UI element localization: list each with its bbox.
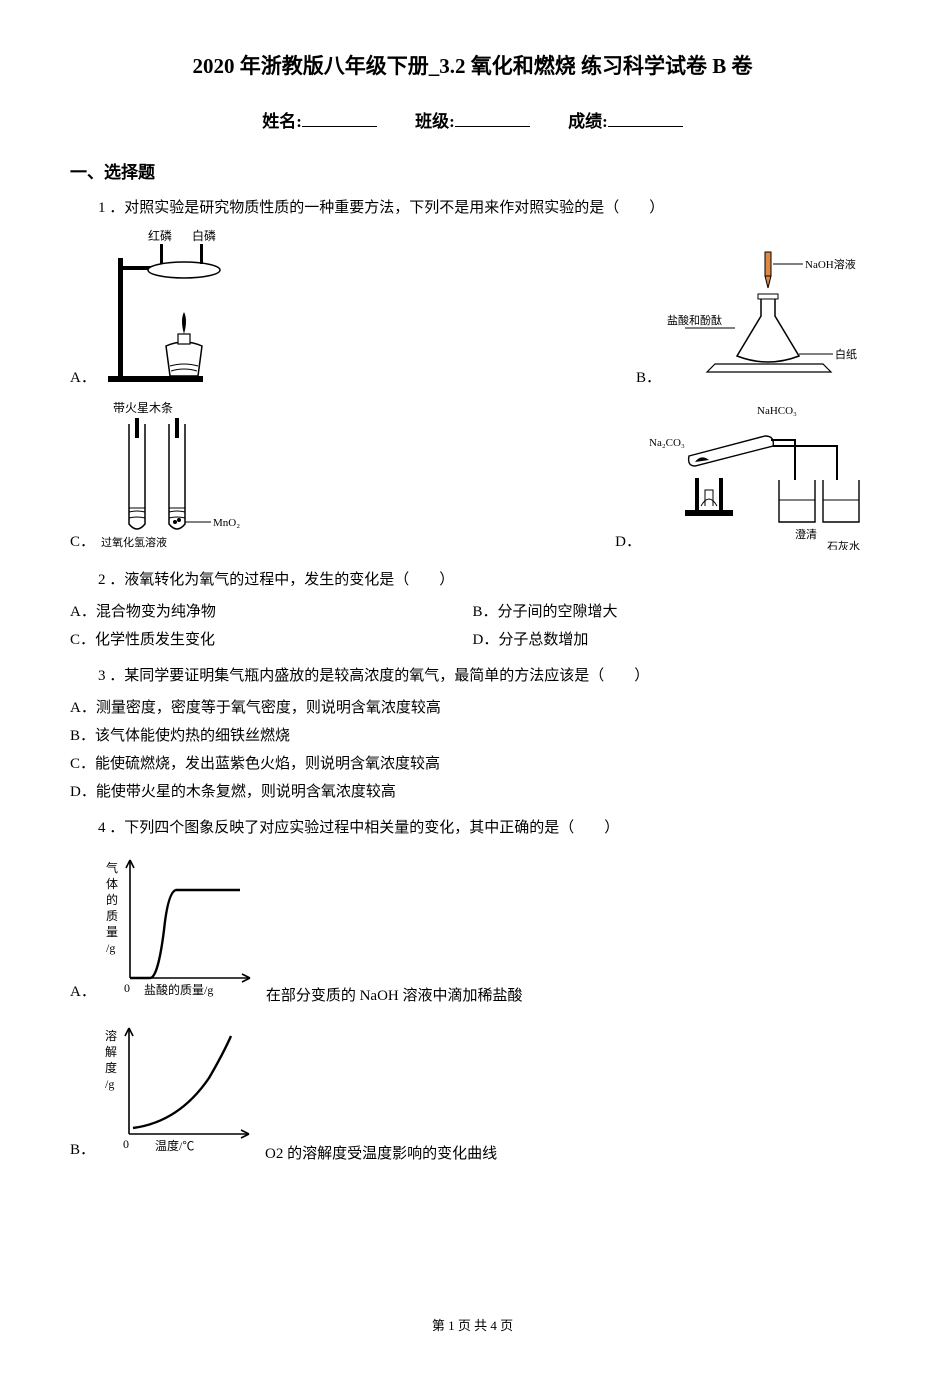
svg-text:气: 气 xyxy=(106,860,118,875)
q1c-bottom: 过氧化氢溶液 xyxy=(101,535,167,549)
class-blank xyxy=(455,108,530,127)
name-label: 姓名: xyxy=(262,112,302,131)
q2-optC: C．化学性质发生变化 xyxy=(70,626,473,654)
q1-optA-label: A． xyxy=(70,366,96,394)
q1-optB-label: B． xyxy=(636,366,661,394)
q1d-tr: NaHCO₃ xyxy=(757,405,797,417)
q3-optC: C．能使硫燃烧，发出蓝紫色火焰，则说明含氧浓度较高 xyxy=(70,750,875,778)
q1b-right: 白纸 xyxy=(835,347,857,361)
svg-text:/g: /g xyxy=(105,1077,114,1091)
q1-optD-label: D． xyxy=(615,530,641,558)
q1-diagram-c: 带火星木条 MnO₂ 过氧化氢溶液 xyxy=(99,400,269,558)
svg-text:/g: /g xyxy=(106,941,115,955)
q3-optA: A．测量密度，密度等于氧气密度，则说明含氧浓度较高 xyxy=(70,694,875,722)
svg-text:质: 质 xyxy=(106,909,118,923)
score-blank xyxy=(608,108,683,127)
q2-optB: B．分子间的空隙增大 xyxy=(473,598,876,626)
svg-text:0: 0 xyxy=(123,1137,129,1151)
score-label: 成绩: xyxy=(568,112,608,131)
q3-options: A．测量密度，密度等于氧气密度，则说明含氧浓度较高 B．该气体能使灼热的细铁丝燃… xyxy=(70,694,875,806)
q2-options: A．混合物变为纯净物 B．分子间的空隙增大 C．化学性质发生变化 D．分子总数增… xyxy=(70,598,875,654)
q4-optA-caption: 在部分变质的 NaOH 溶液中滴加稀盐酸 xyxy=(266,984,523,1008)
q1d-br: 石灰水 xyxy=(827,539,860,550)
q4-optB-row: B． 溶 解 度 /g 0 温度/℃ O2 的溶解度受温度影响的变化曲线 xyxy=(70,1018,875,1166)
svg-text:量: 量 xyxy=(106,925,118,939)
q2-optA: A．混合物变为纯净物 xyxy=(70,598,473,626)
question-4-text: 4 ．下列四个图象反映了对应实验过程中相关量的变化，其中正确的是（ ） xyxy=(98,816,875,840)
q4-optB-caption: O2 的溶解度受温度影响的变化曲线 xyxy=(265,1142,497,1166)
q4-chart-a: 气 体 的 质 量 /g 0 盐酸的质量/g xyxy=(100,850,260,1008)
svg-text:度: 度 xyxy=(105,1060,117,1075)
q4-chart-b: 溶 解 度 /g 0 温度/℃ xyxy=(99,1018,259,1166)
q1b-left: 盐酸和酚酞 xyxy=(667,313,722,327)
q1-optC-label: C． xyxy=(70,530,95,558)
svg-text:0: 0 xyxy=(124,981,130,995)
page-footer: 第 1 页 共 4 页 xyxy=(70,1316,875,1337)
q1a-label-left: 红磷 xyxy=(148,228,172,243)
question-3-text: 3 ．某同学要证明集气瓶内盛放的是较高浓度的氧气，最简单的方法应该是（ ） xyxy=(98,664,875,688)
question-1-text: 1 ．对照实验是研究物质性质的一种重要方法，下列不是用来作对照实验的是（ ） xyxy=(98,196,875,220)
name-blank xyxy=(302,108,377,127)
q1-diagram-d: Na₂CO₃ NaHCO₃ xyxy=(645,400,875,558)
q1c-mno2: MnO₂ xyxy=(213,517,240,529)
q1d-tl: Na₂CO₃ xyxy=(649,437,685,449)
q1-row1: A． 红磷 白磷 xyxy=(70,226,875,394)
class-label: 班级: xyxy=(415,112,455,131)
svg-text:解: 解 xyxy=(105,1045,117,1059)
question-2-text: 2 ．液氧转化为氧气的过程中，发生的变化是（ ） xyxy=(98,568,875,592)
q1-diagram-b: NaOH溶液 盐酸和酚酞 白纸 xyxy=(665,246,875,394)
q1-diagram-a: 红磷 白磷 xyxy=(100,226,260,394)
q1-row2: C． 带火星木条 MnO₂ 过氧化氢溶液 xyxy=(70,400,875,558)
q4-optA-row: A． 气 体 的 质 量 /g 0 盐酸的质量/g 在部分变质的 NaOH 溶液… xyxy=(70,850,875,1008)
header-line: 姓名: 班级: 成绩: xyxy=(70,108,875,135)
q1b-top: NaOH溶液 xyxy=(805,257,856,271)
q4a-xlabel: 盐酸的质量/g xyxy=(144,982,213,997)
q4-optA-label: A． xyxy=(70,980,96,1008)
q4-optB-label: B． xyxy=(70,1138,95,1166)
q4b-xlabel: 温度/℃ xyxy=(155,1138,194,1153)
svg-text:的: 的 xyxy=(106,892,118,907)
q1d-bl: 澄清 xyxy=(795,527,817,541)
q1a-label-right: 白磷 xyxy=(192,228,216,243)
svg-text:溶: 溶 xyxy=(105,1028,117,1043)
q1c-top: 带火星木条 xyxy=(113,401,173,415)
q2-optD: D．分子总数增加 xyxy=(473,626,876,654)
svg-text:体: 体 xyxy=(106,877,118,891)
q3-optB: B．该气体能使灼热的细铁丝燃烧 xyxy=(70,722,875,750)
page-title: 2020 年浙教版八年级下册_3.2 氧化和燃烧 练习科学试卷 B 卷 xyxy=(70,50,875,84)
q3-optD: D．能使带火星的木条复燃，则说明含氧浓度较高 xyxy=(70,778,875,806)
section-1-heading: 一、选择题 xyxy=(70,159,875,186)
